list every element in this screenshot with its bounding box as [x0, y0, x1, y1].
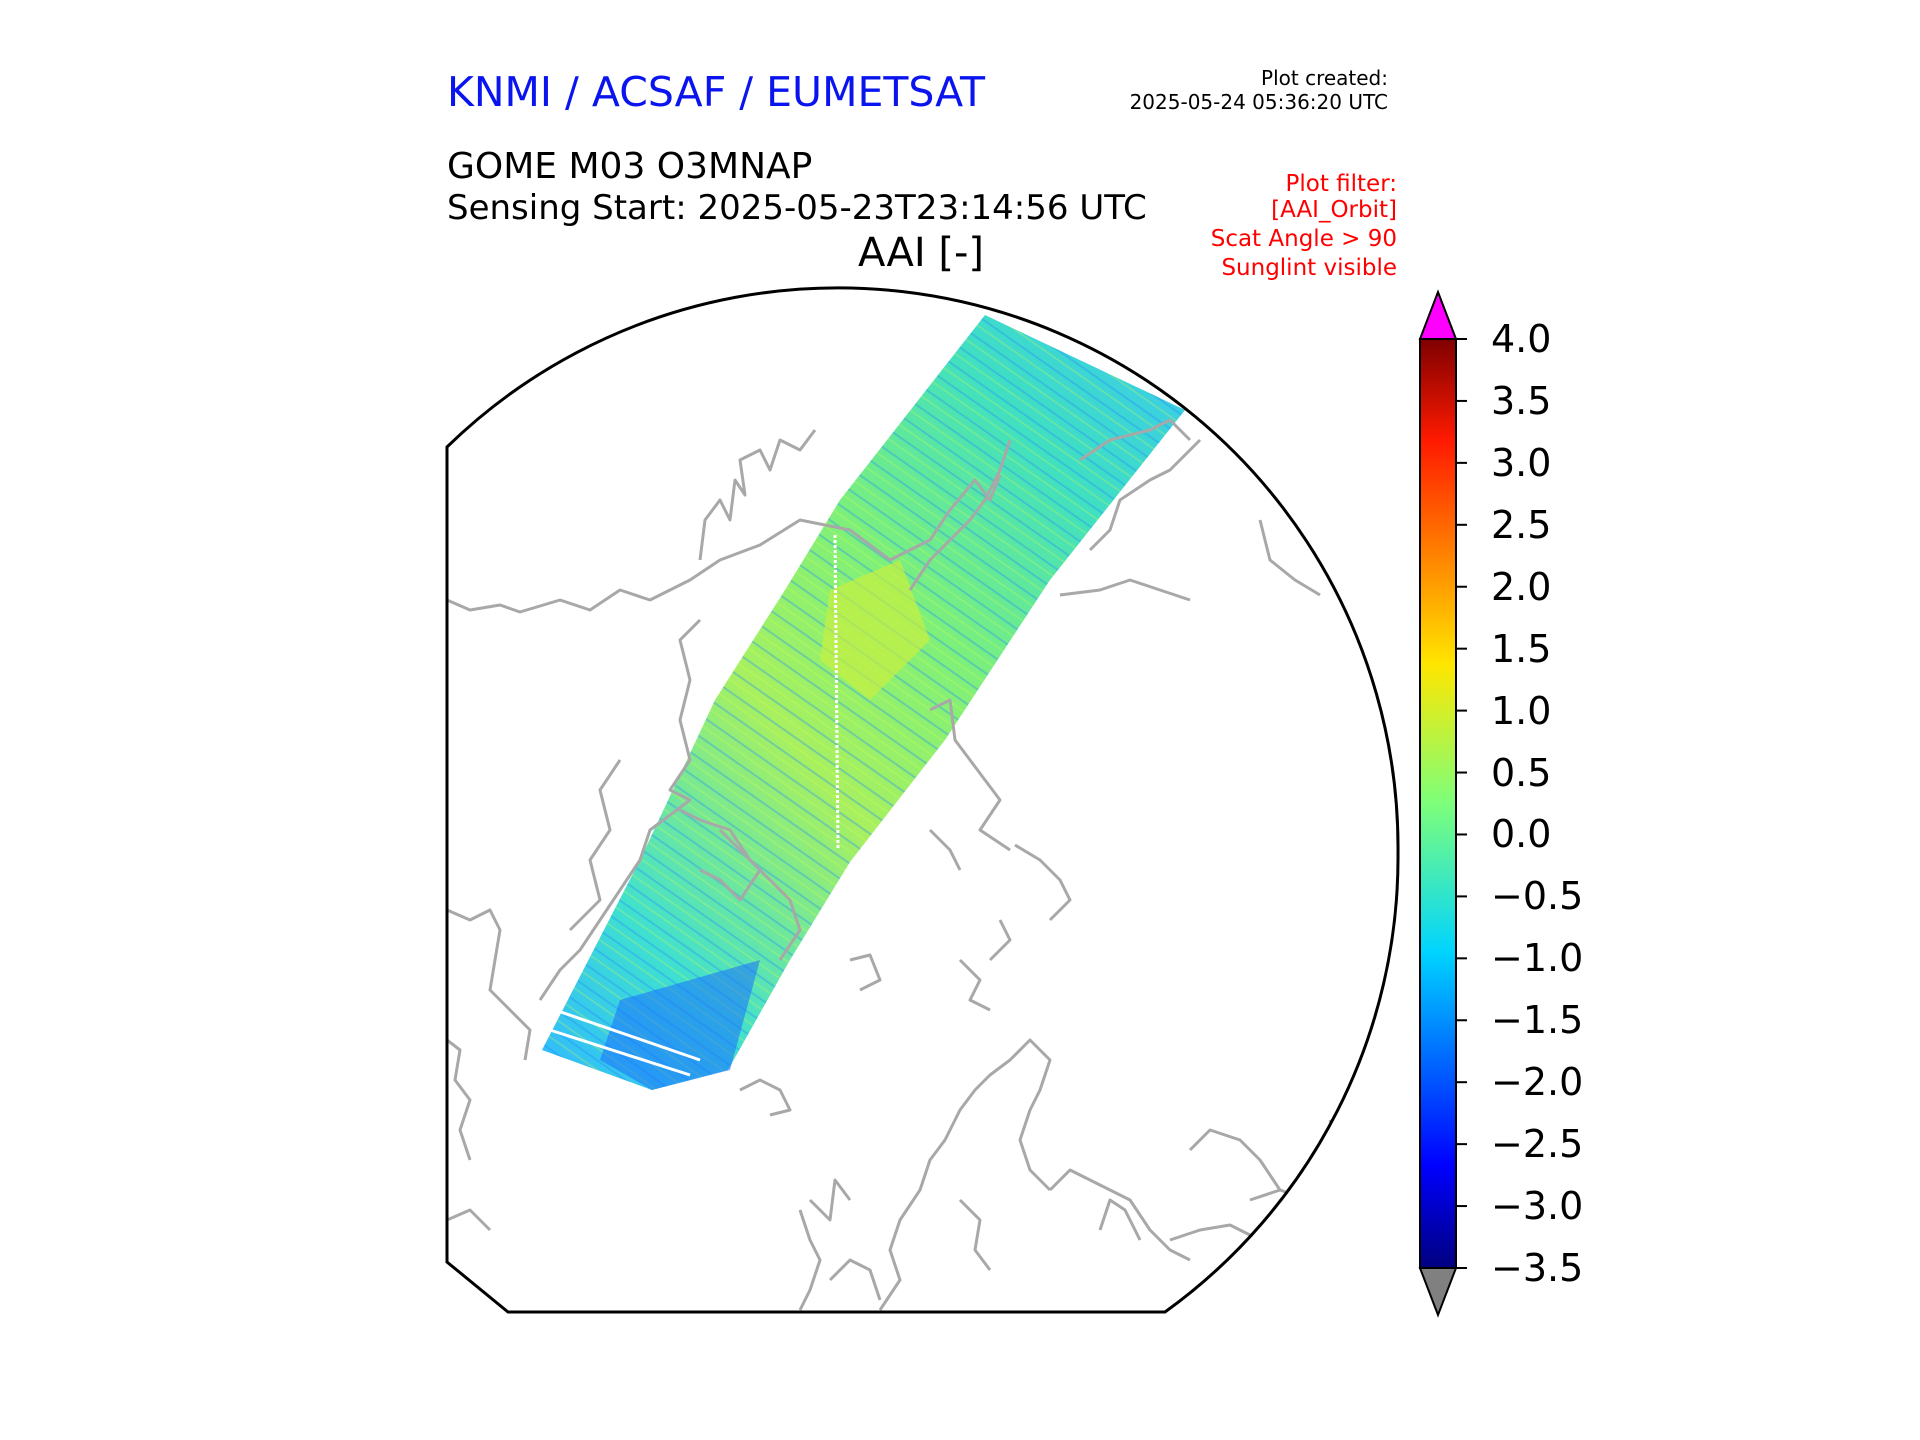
colorbar-tick-label: 2.0 [1491, 564, 1552, 609]
plot-filter-sunglint: Sunglint visible [1221, 255, 1397, 281]
colorbar-tick-label: 2.5 [1491, 502, 1552, 547]
aai-swath-gap-lines [549, 1008, 701, 1077]
organisation-title: KNMI / ACSAF / EUMETSAT [447, 68, 986, 116]
colorbar-under-triangle [1418, 1267, 1458, 1318]
plot-created-time: 2025-05-24 05:36:20 UTC [1129, 90, 1388, 114]
colorbar-tick-label: 0.5 [1491, 750, 1552, 795]
colorbar-tick-label: 0.0 [1491, 812, 1552, 857]
colorbar-over-triangle [1418, 289, 1458, 340]
aai-swath-high-patch [820, 560, 930, 700]
aai-swath-gap [833, 534, 840, 851]
colorbar-tick-label: 3.5 [1491, 378, 1552, 423]
colorbar-tick-label: −2.5 [1491, 1122, 1584, 1167]
colorbar-tick-label: −2.0 [1491, 1060, 1584, 1105]
colorbar-tick-label: −0.5 [1491, 874, 1584, 919]
colorbar-tick-label: −3.0 [1491, 1184, 1584, 1229]
map-title: AAI [-] [858, 230, 984, 276]
colorbar-tick-label: −3.5 [1491, 1246, 1584, 1290]
colorbar-tick-label: −1.0 [1491, 936, 1584, 981]
colorbar-gradient [1419, 338, 1457, 1269]
colorbar-tick-label: 3.0 [1491, 440, 1552, 485]
colorbar-tick-label: 1.5 [1491, 626, 1552, 671]
map-boundary [445, 286, 1400, 1314]
plot-filter-label: Plot filter: [1285, 171, 1397, 197]
plot-filter-orbit: [AAI_Orbit] [1271, 197, 1397, 223]
sensing-start: Sensing Start: 2025-05-23T23:14:56 UTC [447, 188, 1147, 228]
product-name: GOME M03 O3MNAP [447, 146, 813, 187]
aai-swath-texture [542, 315, 1185, 1090]
colorbar-tick-label: 4.0 [1491, 317, 1552, 361]
colorbar-tick-label: 1.0 [1491, 688, 1552, 733]
plot-created-label: Plot created: [1261, 66, 1388, 90]
colorbar-tick-label: −1.5 [1491, 998, 1584, 1043]
plot-filter-scat-angle: Scat Angle > 90 [1210, 226, 1397, 252]
